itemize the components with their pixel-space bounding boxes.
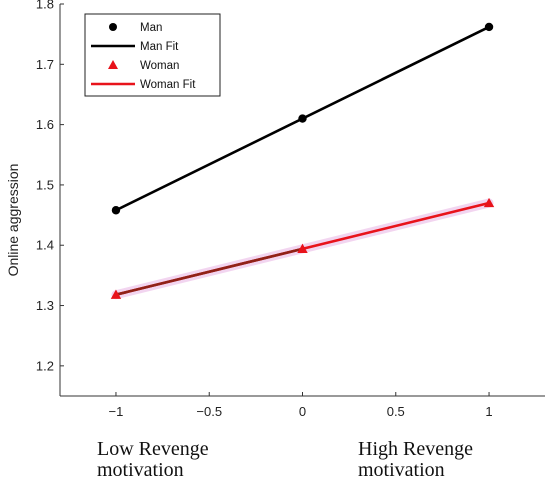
x-tick-label: −0.5: [196, 404, 222, 419]
y-axis: 1.2 1.3 1.4 1.5 1.6 1.7 1.8: [36, 0, 64, 373]
high-caption-line1: High Revenge: [358, 438, 473, 460]
legend-label: Man: [140, 22, 162, 34]
legend-label: Man Fit: [140, 41, 179, 53]
x-captions: Low Revenge motivation High Revenge moti…: [97, 438, 473, 481]
legend-label: Woman Fit: [140, 79, 196, 91]
marker-man: [111, 206, 121, 215]
legend-item: Woman Fit: [91, 79, 196, 91]
low-caption-line1: Low Revenge: [97, 438, 209, 460]
high-caption-line2: motivation: [358, 459, 445, 481]
legend-marker-circle: [109, 23, 117, 31]
y-tick-label: 1.7: [36, 57, 54, 72]
legend-marker-triangle: [108, 60, 118, 69]
y-tick-label: 1.8: [36, 0, 54, 12]
y-tick-label: 1.6: [36, 117, 54, 132]
marker-woman: [110, 289, 122, 299]
y-tick-label: 1.5: [36, 177, 54, 192]
y-tick-label: 1.2: [36, 358, 54, 373]
legend-item: Woman: [108, 60, 179, 72]
x-tick-label: 1: [485, 404, 492, 419]
marker-man: [298, 114, 307, 123]
y-tick-label: 1.4: [36, 238, 54, 253]
marker-man: [484, 22, 494, 32]
x-tick-label: 0.5: [387, 404, 405, 419]
legend-item: Man: [109, 22, 162, 34]
x-axis: −1 −0.5 0 0.5 1: [109, 392, 493, 419]
legend-label: Woman: [140, 60, 179, 72]
marker-woman: [297, 243, 308, 254]
y-axis-label: Online aggression: [5, 164, 21, 277]
x-tick-label: 0: [299, 404, 306, 419]
series-woman: [110, 197, 495, 300]
x-tick-label: −1: [109, 404, 124, 419]
low-caption-line2: motivation: [97, 459, 184, 481]
marker-woman: [483, 197, 495, 208]
legend: Man Man Fit Woman Woman Fit: [84, 13, 221, 97]
legend-box: [84, 13, 221, 97]
series-layer: [110, 22, 495, 300]
legend-item: Man Fit: [91, 41, 179, 53]
series-man: [111, 22, 494, 215]
fit-line-overlay: [115, 247, 303, 296]
y-tick-label: 1.3: [36, 298, 54, 313]
